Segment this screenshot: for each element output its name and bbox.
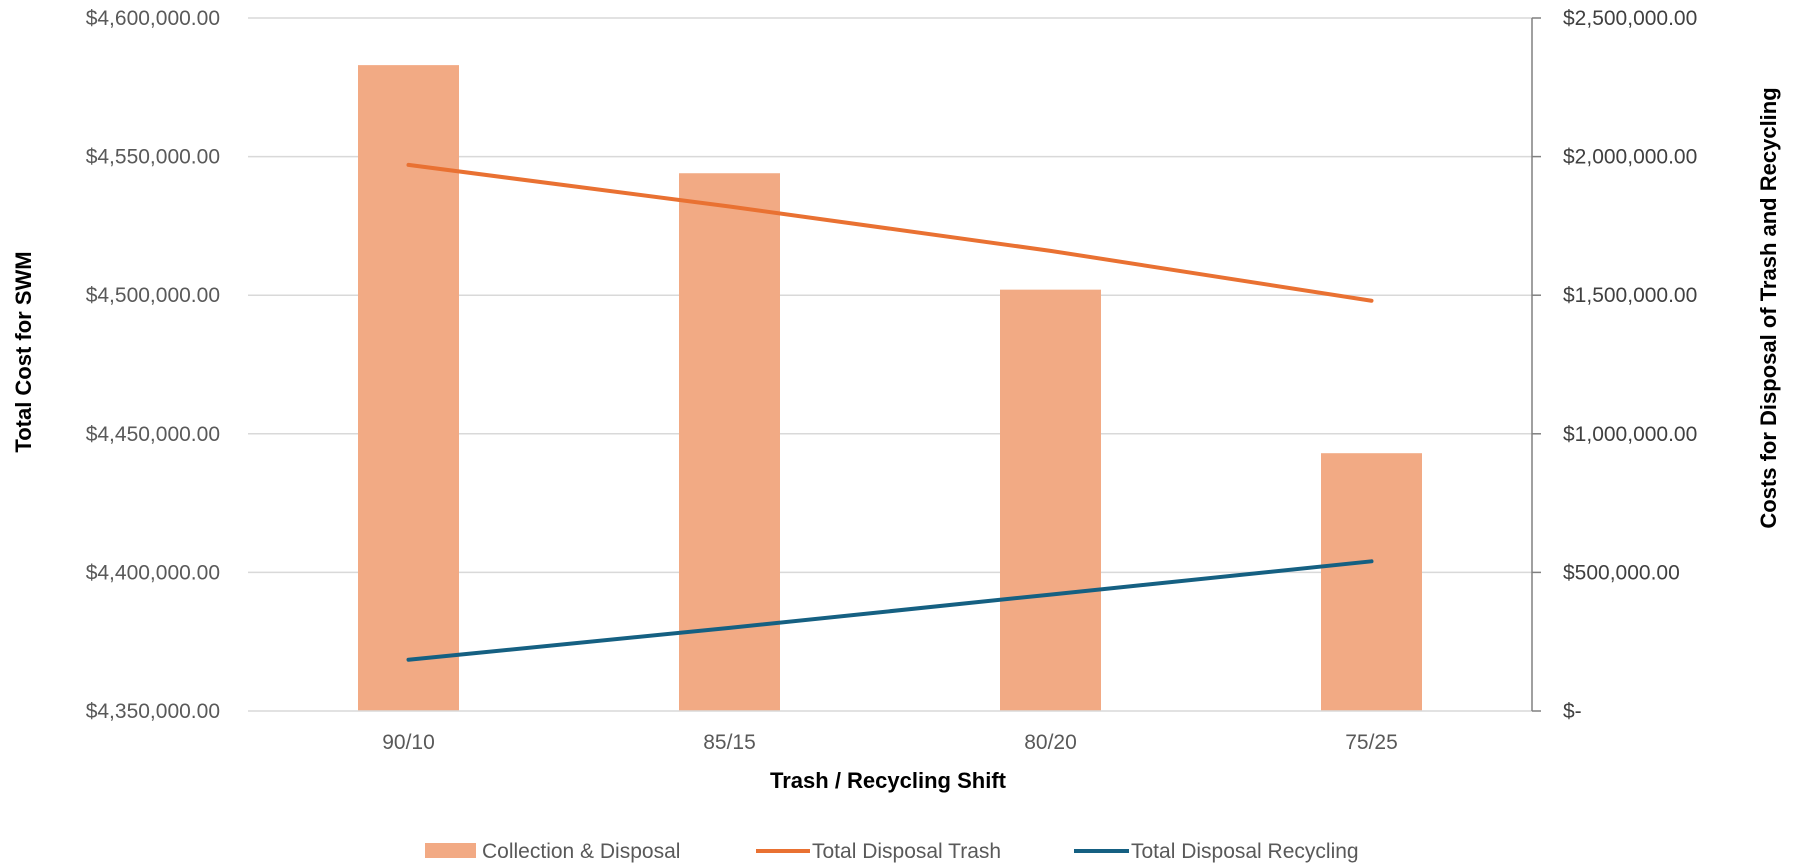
right-axis-title: Costs for Disposal of Trash and Recyclin… — [1756, 87, 1781, 528]
bar — [1321, 453, 1422, 711]
x-axis-tick-label: 75/25 — [1345, 731, 1398, 754]
left-axis-title: Total Cost for SWM — [11, 251, 36, 452]
bar — [358, 65, 459, 711]
right-axis-tick-label: $- — [1563, 700, 1582, 723]
legend-label-total-disposal-trash: Total Disposal Trash — [812, 840, 1001, 863]
left-axis-tick-label: $4,550,000.00 — [86, 146, 220, 169]
series-line-total-disposal-trash — [406, 162, 1374, 303]
bar — [1000, 289, 1101, 711]
left-axis-tick-label: $4,500,000.00 — [86, 284, 220, 307]
legend: Collection & Disposal Total Disposal Tra… — [425, 840, 1359, 863]
right-axis-tick-label: $1,000,000.00 — [1563, 423, 1697, 446]
x-axis-tick-label: 90/10 — [382, 731, 435, 754]
left-axis-tick-label: $4,450,000.00 — [86, 423, 220, 446]
x-axis-tick-label: 85/15 — [703, 731, 756, 754]
axes: $4,350,000.00 $- $4,400,000.00 $500,000.00 $… — [86, 7, 1698, 754]
legend-label-total-disposal-recycling: Total Disposal Recycling — [1131, 840, 1359, 863]
bars — [358, 65, 1422, 711]
right-axis-tick-label: $2,500,000.00 — [1563, 7, 1697, 30]
legend-swatch-collection-disposal — [425, 843, 476, 858]
x-axis-title: Trash / Recycling Shift — [770, 768, 1007, 793]
right-axis-tick-label: $2,000,000.00 — [1563, 146, 1697, 169]
series-line-total-disposal-recycling — [406, 559, 1374, 662]
left-axis-tick-label: $4,350,000.00 — [86, 700, 220, 723]
right-axis-tick-label: $1,500,000.00 — [1563, 284, 1697, 307]
bar — [679, 173, 780, 711]
x-axis-tick-label: 80/20 — [1024, 731, 1077, 754]
right-axis-tick-label: $500,000.00 — [1563, 561, 1680, 584]
left-axis-tick-label: $4,400,000.00 — [86, 561, 220, 584]
lines — [406, 162, 1374, 662]
left-axis-tick-label: $4,600,000.00 — [86, 7, 220, 30]
gridlines — [248, 17, 1532, 574]
legend-label-collection-disposal: Collection & Disposal — [482, 840, 680, 863]
